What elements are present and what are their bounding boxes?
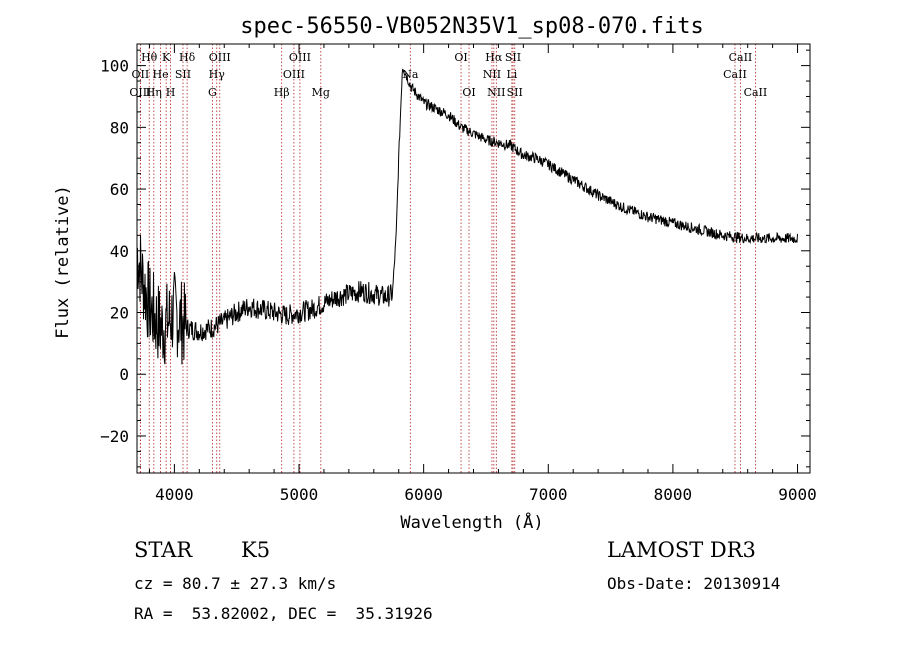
line-label: Hγ <box>209 68 226 81</box>
redshift-velocity: cz = 80.7 ± 27.3 km/s <box>134 574 337 593</box>
y-tick-label: 60 <box>110 180 129 199</box>
line-label: OIII <box>129 86 151 99</box>
line-label: He <box>153 68 169 81</box>
spectral-subclass: K5 <box>241 538 271 562</box>
line-label: Hβ <box>274 86 290 99</box>
x-tick-label: 7000 <box>529 485 568 504</box>
line-label: Hη <box>146 86 162 99</box>
line-label: Hθ <box>141 51 158 64</box>
line-label: CaII <box>744 86 768 99</box>
line-label: SII <box>505 51 521 64</box>
line-label: OII <box>132 68 150 81</box>
y-tick-label: −20 <box>100 427 129 446</box>
chart-title: spec-56550-VB052N35V1_sp08-070.fits <box>240 14 704 39</box>
observation-date: Obs-Date: 20130914 <box>607 574 781 593</box>
y-tick-label: 80 <box>110 118 129 137</box>
x-tick-label: 8000 <box>654 485 693 504</box>
y-tick-label: 100 <box>100 57 129 76</box>
line-label: OIII <box>289 51 311 64</box>
line-label: OI <box>454 51 467 64</box>
y-axis-label: Flux (relative) <box>53 185 73 339</box>
spectrum-series <box>136 68 798 365</box>
x-axis-label: Wavelength (Å) <box>400 511 543 533</box>
x-tick-label: 6000 <box>404 485 443 504</box>
line-label: OIII <box>209 51 231 64</box>
object-type: STAR <box>134 538 193 562</box>
line-label: SII <box>507 86 523 99</box>
line-label: Hα <box>485 51 503 64</box>
line-label: NII <box>487 86 505 99</box>
spectrum-line <box>136 68 798 365</box>
line-label: CaII <box>729 51 753 64</box>
axis-ticks: 4000 5000 6000 7000 8000 9000 −20 0 20 40 60 80 100 <box>100 44 817 504</box>
x-tick-label: 5000 <box>280 485 319 504</box>
emission-line-markers <box>139 44 756 473</box>
line-label: Li <box>506 68 517 81</box>
line-label: OI <box>462 86 475 99</box>
plot-frame <box>136 43 811 474</box>
x-tick-label: 9000 <box>778 485 817 504</box>
line-label: Hδ <box>179 51 196 64</box>
line-label: K <box>162 51 171 64</box>
line-label: G <box>208 86 217 99</box>
y-tick-label: 40 <box>110 242 129 261</box>
line-label: H <box>166 86 176 99</box>
line-label: CaII <box>723 68 747 81</box>
y-tick-label: 0 <box>119 365 129 384</box>
line-label: SII <box>175 68 191 81</box>
coordinates: RA = 53.82002, DEC = 35.31926 <box>134 604 433 623</box>
line-label: OIII <box>283 68 305 81</box>
line-label: Mg <box>312 86 330 99</box>
y-tick-label: 20 <box>110 304 129 323</box>
line-label: NII <box>483 68 501 81</box>
survey-name: LAMOST DR3 <box>607 538 756 562</box>
x-tick-label: 4000 <box>155 485 194 504</box>
